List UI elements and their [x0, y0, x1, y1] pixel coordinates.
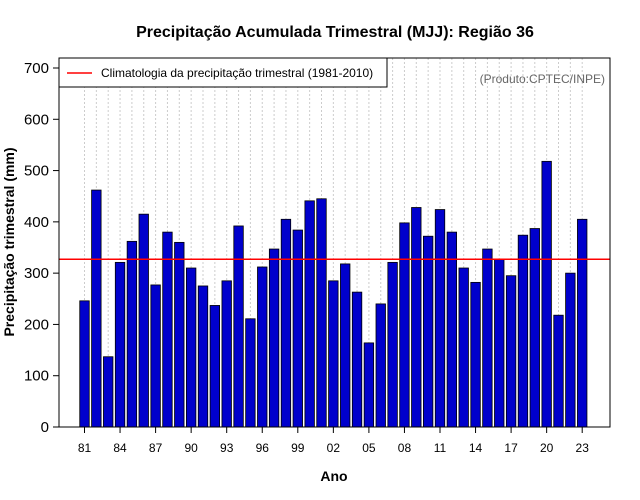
- y-tick-label: 400: [24, 214, 49, 231]
- bar-84: [114, 261, 126, 428]
- chart-title: Precipitação Acumulada Trimestral (MJJ):…: [136, 24, 534, 41]
- y-tick-label: 700: [24, 60, 49, 77]
- x-tick-label: 84: [113, 441, 127, 455]
- x-tick-label: 23: [576, 441, 590, 455]
- x-tick-label: 05: [362, 441, 376, 455]
- bar-83: [103, 356, 114, 428]
- bar-97: [268, 248, 280, 428]
- bar-04: [351, 291, 363, 428]
- bars-layer: [79, 160, 588, 428]
- x-tick-label: 20: [540, 441, 554, 455]
- bar-09: [411, 207, 422, 428]
- bar-82: [91, 189, 102, 428]
- bar-16: [494, 258, 505, 428]
- bar-11: [434, 209, 446, 428]
- x-tick-label: 90: [184, 441, 198, 455]
- bar-86: [138, 213, 149, 428]
- y-axis: 0 100 200 300 400 500 600 700: [24, 60, 59, 436]
- y-tick-label: 0: [41, 419, 49, 436]
- bar-96: [257, 266, 268, 428]
- x-tick-label: 14: [469, 441, 483, 455]
- bar-81: [79, 300, 90, 428]
- bar-90: [185, 267, 197, 428]
- y-tick-label: 200: [24, 316, 49, 333]
- bar-00: [304, 200, 315, 428]
- bar-17: [505, 275, 517, 428]
- y-tick-label: 100: [24, 368, 49, 385]
- bar-06: [375, 303, 386, 428]
- y-tick-label: 300: [24, 265, 49, 282]
- bar-91: [197, 285, 209, 428]
- bar-07: [387, 261, 398, 428]
- bar-89: [174, 241, 185, 428]
- bar-10: [422, 235, 434, 428]
- y-tick-label: 500: [24, 163, 49, 180]
- bar-87: [150, 284, 161, 428]
- x-tick-label: 08: [398, 441, 412, 455]
- x-axis-label: Ano: [320, 468, 347, 484]
- bar-15: [482, 248, 493, 428]
- bar-12: [446, 231, 458, 428]
- credit-text: (Produto:CPTEC/INPE): [480, 72, 605, 86]
- x-tick-label: 81: [78, 441, 92, 455]
- bar-98: [280, 218, 292, 428]
- y-tick-label: 600: [24, 111, 49, 128]
- bar-94: [233, 225, 244, 428]
- bar-85: [126, 240, 138, 428]
- x-tick-label: 17: [504, 441, 518, 455]
- bar-93: [221, 280, 232, 428]
- bar-08: [399, 222, 410, 428]
- bar-13: [458, 267, 469, 428]
- x-axis: 81 84 87 90 93 96 99 02 05 08 11 14 17 20 23: [78, 427, 589, 455]
- x-tick-label: 99: [291, 441, 305, 455]
- bar-23: [577, 218, 588, 428]
- x-tick-label: 93: [220, 441, 234, 455]
- bar-21: [553, 314, 564, 428]
- bar-14: [470, 281, 481, 428]
- bar-19: [529, 228, 540, 428]
- bar-02: [328, 280, 339, 428]
- bar-88: [162, 231, 173, 428]
- legend-box: [58, 57, 388, 88]
- bar-22: [565, 272, 576, 428]
- bar-20: [541, 160, 552, 428]
- x-tick-label: 02: [327, 441, 341, 455]
- bar-03: [340, 263, 351, 428]
- bar-92: [209, 305, 221, 428]
- legend: Climatologia da precipitação trimestral …: [58, 57, 388, 88]
- bar-18: [517, 234, 529, 428]
- legend-label: Climatologia da precipitação trimestral …: [101, 66, 373, 80]
- bar-05: [363, 342, 375, 428]
- x-tick-label: 87: [149, 441, 163, 455]
- bar-01: [316, 198, 327, 428]
- y-axis-label: Precipitação trimestral (mm): [1, 147, 17, 336]
- bar-95: [245, 318, 256, 428]
- x-tick-label: 11: [434, 441, 447, 455]
- x-tick-label: 96: [256, 441, 270, 455]
